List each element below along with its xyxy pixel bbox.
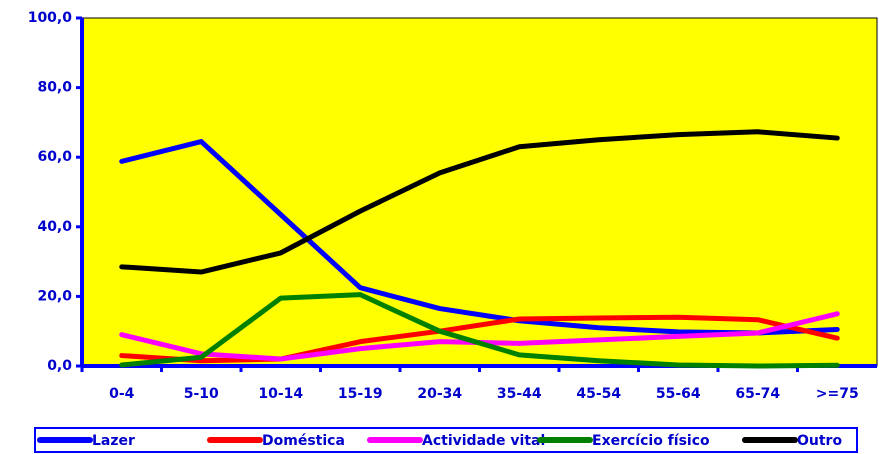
series-line <box>119 292 840 369</box>
x-tick-label: 0-4 <box>109 386 135 402</box>
legend-label: Actividade vital <box>422 433 545 449</box>
plot-area <box>81 17 878 367</box>
y-tick-label: 0,0 <box>47 358 72 374</box>
series-line <box>119 129 840 275</box>
y-tick-label: 20,0 <box>37 288 72 304</box>
y-tick-label: 80,0 <box>37 80 72 96</box>
y-tick-label: 60,0 <box>37 149 72 165</box>
x-tick-label: 65-74 <box>735 386 780 402</box>
x-tick-label: 45-54 <box>576 386 621 402</box>
legend-label: Exercício físico <box>592 433 710 449</box>
x-tick-label: 5-10 <box>184 386 219 402</box>
x-tick-label: 55-64 <box>656 386 701 402</box>
legend-label: Outro <box>797 433 842 449</box>
y-tick-label: 40,0 <box>37 219 72 235</box>
x-tick-label: 10-14 <box>258 386 303 402</box>
x-tick-label: 35-44 <box>497 386 542 402</box>
legend-box <box>34 427 858 453</box>
x-tick-label: 20-34 <box>417 386 462 402</box>
legend-label: Lazer <box>92 433 135 449</box>
x-tick-label: 15-19 <box>338 386 383 402</box>
y-tick-label: 100,0 <box>28 10 73 26</box>
series-line <box>119 314 840 364</box>
x-tick-label: >=75 <box>816 386 859 402</box>
legend-label: Doméstica <box>262 433 345 449</box>
